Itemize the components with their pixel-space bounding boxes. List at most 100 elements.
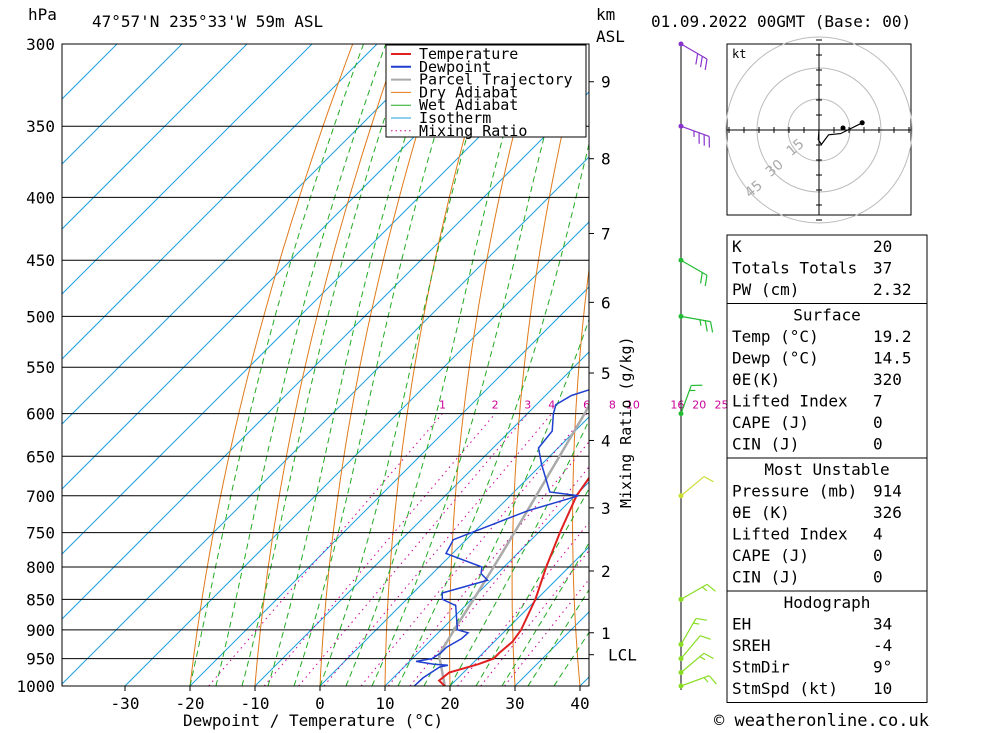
wind-barb-staff	[680, 125, 710, 138]
wind-barb-feather	[706, 583, 716, 592]
isotherm-line	[62, 44, 183, 165]
isotherm-line	[62, 156, 589, 685]
legend-entry: Wet Adiabat	[419, 96, 518, 114]
index-value: 326	[873, 503, 902, 522]
index-label: Pressure (mb)	[732, 482, 857, 501]
wind-barb-feather	[704, 275, 708, 287]
plot-frame	[61, 43, 590, 687]
index-label: θE (K)	[732, 503, 790, 522]
index-section-box	[726, 234, 928, 304]
index-label: CAPE (J)	[732, 546, 809, 565]
index-value: 9°	[873, 658, 892, 677]
dry-adiabat-line	[631, 44, 675, 686]
wind-barb-feather	[699, 56, 703, 68]
dry-adiabat-line	[949, 44, 1000, 686]
index-value: 20	[873, 237, 892, 256]
wind-barb-feather	[699, 319, 702, 326]
location-label: 47°57'N 235°33'W 59m ASL	[92, 12, 323, 31]
index-label: StmDir	[732, 658, 790, 677]
index-label: CIN (J)	[732, 435, 799, 454]
isotherm-line	[254, 351, 589, 686]
isotherm-lines	[62, 44, 589, 686]
wind-barb-feather	[701, 586, 708, 592]
pressure-tick-label: 400	[26, 188, 55, 207]
wind-barb-feather	[695, 617, 707, 621]
index-section-box	[726, 303, 928, 459]
index-value: 0	[873, 546, 883, 565]
indices-tables: K 20 Totals Totals 37 PW (cm) 2.32 Surface Temp…	[726, 234, 928, 703]
pressure-tick-label: 350	[26, 117, 55, 136]
mixing-ratio-axis-title: Mixing Ratio (g/kg)	[617, 336, 635, 508]
pressure-tick-label: 800	[26, 558, 55, 577]
legend-entry: Isotherm	[419, 109, 491, 127]
index-value: 34	[873, 615, 892, 634]
index-label: K	[732, 237, 742, 256]
mixing-ratio-label: 25	[715, 399, 729, 412]
hodograph-trace	[817, 122, 863, 146]
height-tick-label: 3	[601, 499, 611, 518]
index-label: CAPE (J)	[732, 413, 809, 432]
index-value: 14.5	[873, 349, 912, 368]
index-section-title: Most Unstable	[764, 460, 889, 479]
index-value: 2.32	[873, 280, 912, 299]
wind-barb-feather	[699, 272, 703, 284]
index-value: 10	[873, 679, 892, 698]
wind-barb-feather	[708, 675, 717, 685]
pressure-tick-label: 900	[26, 621, 55, 640]
index-value: 4	[873, 525, 883, 544]
index-label: PW (cm)	[732, 280, 799, 299]
isotherm-line	[62, 44, 118, 100]
mixing-ratio-label: 6	[583, 399, 590, 412]
isotherm-line	[124, 221, 589, 686]
temperature-axis: -30 -20 -10 0 10 20 30 40	[111, 686, 590, 713]
temperature-tick-label: -10	[241, 694, 270, 713]
datetime-label: 01.09.2022 00GMT (Base: 00)	[651, 12, 911, 31]
wet-adiabat-line	[241, 44, 410, 686]
pressure-tick-label: 950	[26, 650, 55, 669]
height-tick-label: 5	[601, 364, 611, 383]
index-label: StmSpd (kt)	[732, 679, 838, 698]
index-value: 19.2	[873, 327, 912, 346]
wind-barb-feather	[693, 622, 700, 625]
height-tick-label: 8	[601, 150, 611, 169]
height-tick-label: 2	[601, 562, 611, 581]
isotherm-line	[62, 91, 589, 620]
mixing-ratio-label: 1	[439, 399, 446, 412]
index-value: 0	[873, 413, 883, 432]
index-label: Temp (°C)	[732, 327, 819, 346]
index-value: 0	[873, 435, 883, 454]
wind-barb-feather	[700, 635, 711, 640]
legend-entry: Dry Adiabat	[419, 83, 518, 101]
wind-barb-staff	[680, 618, 697, 645]
height-tick-label: 4	[601, 431, 611, 450]
wet-adiabat-line	[397, 141, 589, 686]
wind-barb-feather	[699, 656, 706, 661]
isotherm-line	[62, 44, 508, 490]
wet-adiabat-line	[449, 419, 589, 686]
wet-adiabat-line	[345, 44, 529, 686]
wind-barb-staff	[680, 652, 705, 673]
wet-adiabat-line	[267, 44, 436, 686]
isotherm-line	[62, 44, 443, 425]
index-label: Lifted Index	[732, 392, 848, 411]
temperature-tick-label: 0	[315, 694, 325, 713]
temperature-tick-label: -20	[176, 694, 205, 713]
index-section-box	[726, 457, 928, 592]
pressure-tick-label: 300	[26, 35, 55, 54]
wind-barb-staff	[680, 675, 710, 687]
wind-barb-staff	[680, 583, 708, 600]
index-label: CIN (J)	[732, 568, 799, 587]
pressure-axis: 300 350 400 450 500 550 600 650 700 750 800 850 900 9…	[16, 35, 55, 696]
wind-barb-feather	[709, 321, 714, 333]
parcel-trajectory-line	[437, 403, 589, 686]
pressure-tick-label: 550	[26, 358, 55, 377]
mixing-ratio-lines	[208, 413, 589, 686]
pressure-tick-label: 850	[26, 590, 55, 609]
km-unit-label: km	[596, 5, 615, 24]
wind-barb-feather	[704, 320, 708, 332]
height-tick-label: 7	[601, 224, 611, 243]
legend-entry: Mixing Ratio	[419, 122, 527, 140]
hodograph-end-dot	[859, 120, 865, 126]
mixing-ratio-line	[323, 413, 553, 686]
